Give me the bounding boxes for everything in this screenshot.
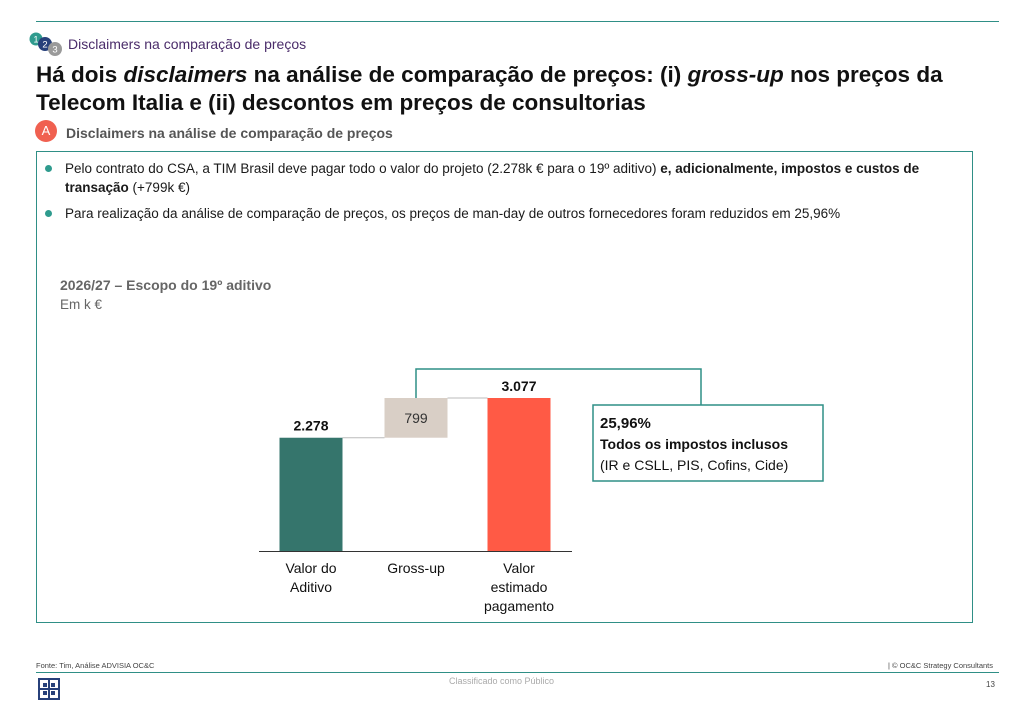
title-italic-1: disclaimers xyxy=(123,62,248,87)
bullet-dot-icon xyxy=(45,165,52,172)
data-label-3: 3.077 xyxy=(501,378,536,394)
header-rule xyxy=(36,21,999,22)
category-label-3-line-1: Valor xyxy=(503,560,535,576)
callout-bracket xyxy=(415,368,702,405)
category-label-3-line-2: estimado xyxy=(491,579,548,595)
callout-box xyxy=(592,404,824,482)
bullet-2-text: Para realização da análise de comparação… xyxy=(65,206,841,221)
bullet-item-1: Pelo contrato do CSA, a TIM Brasil deve … xyxy=(45,159,945,197)
company-logo-icon xyxy=(38,678,60,700)
title-part-1: Há dois xyxy=(36,62,124,87)
bullet-1-bold: e, adicionalmente, impostos e custos de … xyxy=(65,161,920,195)
step-2-number: 2 xyxy=(42,40,47,51)
bar-3 xyxy=(487,398,551,551)
step-3-icon xyxy=(48,42,62,56)
step-1-number: 1 xyxy=(33,35,38,45)
callout-line-1: Todos os impostos inclusos xyxy=(600,436,788,452)
callout-percent: 25,96% xyxy=(600,415,651,432)
title-italic-2: gross-up xyxy=(687,62,784,87)
bullet-1-text-after: (+799k €) xyxy=(128,180,190,195)
bullet-dot-icon xyxy=(45,210,52,217)
bullet-item-2: Para realização da análise de comparação… xyxy=(45,204,965,223)
callout-line-2: (IR e CSLL, PIS, Cofins, Cide) xyxy=(600,457,788,473)
copyright: | © OC&C Strategy Consultants xyxy=(888,661,994,670)
page-title: Há dois disclaimers na análise de compar… xyxy=(36,61,1001,117)
page-number: 13 xyxy=(986,680,995,689)
step-indicator-icon: 1 2 3 xyxy=(29,32,62,56)
data-label-1: 2.278 xyxy=(293,418,328,434)
classification-label: Classificado como Público xyxy=(449,676,555,686)
chart-title: 2026/27 – Escopo do 19º aditivo xyxy=(60,277,272,293)
title-part-3: nos preços da Telecom Italia e (ii) desc… xyxy=(36,62,943,115)
category-label-1-line-2: Aditivo xyxy=(290,579,332,595)
footer-rule xyxy=(36,672,999,673)
chart-unit: Em k € xyxy=(60,297,103,312)
section-title: Disclaimers na análise de comparação de … xyxy=(66,125,393,141)
section-badge: A xyxy=(35,120,57,142)
data-label-2: 799 xyxy=(404,410,428,426)
bullet-1-text: Pelo contrato do CSA, a TIM Brasil deve … xyxy=(65,161,661,176)
bar-2 xyxy=(384,398,448,438)
breadcrumb: Disclaimers na comparação de preços xyxy=(68,36,307,52)
category-label-2-line-1: Gross-up xyxy=(387,560,445,576)
category-label-1-line-1: Valor do xyxy=(285,560,336,576)
content-panel: Pelo contrato do CSA, a TIM Brasil deve … xyxy=(36,151,973,623)
step-3-number: 3 xyxy=(52,45,57,56)
source-note: Fonte: Tim, Análise ADVISIA OC&C xyxy=(36,661,155,670)
category-label-3-line-3: pagamento xyxy=(484,598,554,614)
title-part-2: na análise de comparação de preços: (i) xyxy=(247,62,688,87)
bar-1 xyxy=(279,437,343,551)
